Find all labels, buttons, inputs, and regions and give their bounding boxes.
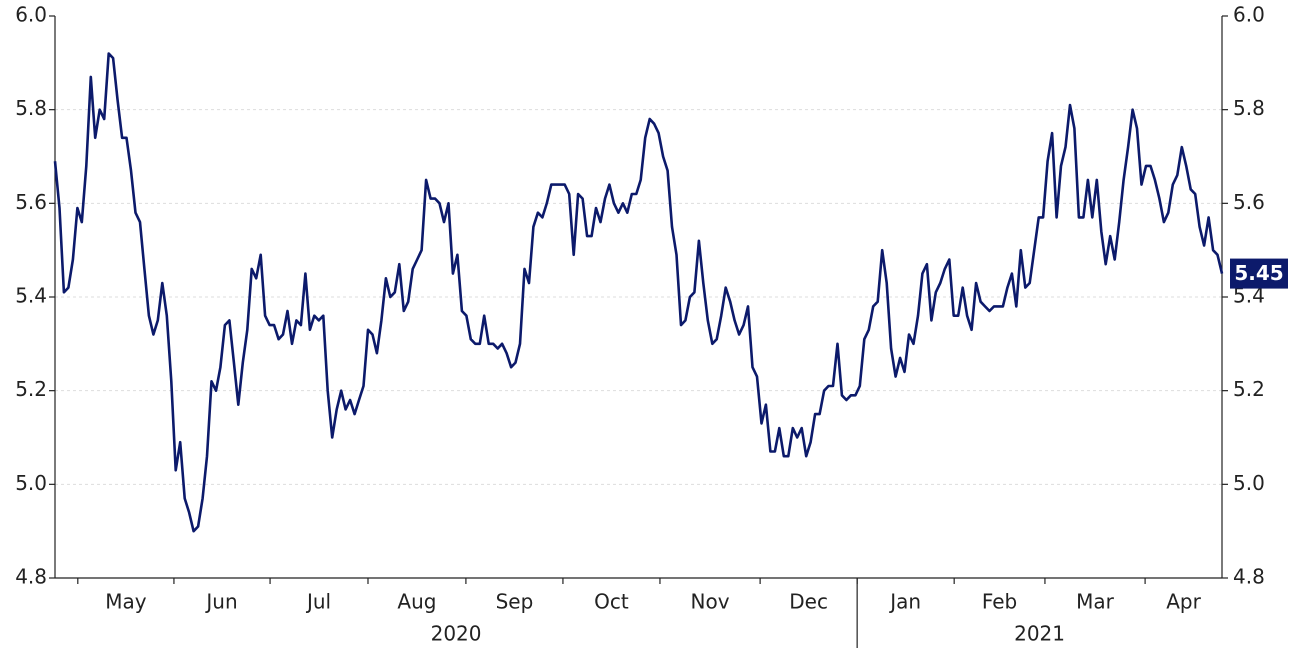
year-label: 2021 bbox=[1014, 622, 1065, 646]
y2-tick-label: 4.8 bbox=[1233, 565, 1265, 589]
y-tick-label: 5.0 bbox=[15, 471, 47, 495]
x-tick-label: Jan bbox=[888, 590, 921, 614]
year-label: 2020 bbox=[431, 622, 482, 646]
y-tick-label: 4.8 bbox=[15, 565, 47, 589]
x-tick-label: Apr bbox=[1166, 590, 1201, 614]
y-tick-label: 5.8 bbox=[15, 96, 47, 120]
y-tick-label: 5.2 bbox=[15, 377, 47, 401]
y2-tick-label: 5.6 bbox=[1233, 190, 1265, 214]
x-tick-label: Aug bbox=[397, 590, 436, 614]
x-tick-label: Nov bbox=[691, 590, 730, 614]
x-tick-label: Jun bbox=[204, 590, 237, 614]
x-tick-label: Feb bbox=[982, 590, 1017, 614]
x-tick-label: Dec bbox=[789, 590, 828, 614]
end-label: 5.45 bbox=[1234, 261, 1283, 285]
x-tick-label: Oct bbox=[594, 590, 629, 614]
end-label-box bbox=[1230, 258, 1288, 289]
y2-tick-label: 5.0 bbox=[1233, 471, 1265, 495]
data-line bbox=[53, 52, 1224, 533]
y2-tick-label: 5.2 bbox=[1233, 377, 1265, 401]
x-tick-label: May bbox=[105, 590, 147, 614]
y-tick-label: 6.0 bbox=[15, 3, 47, 27]
x-tick-label: Sep bbox=[496, 590, 534, 614]
y-tick-label: 5.6 bbox=[15, 190, 47, 214]
y-tick-label: 5.4 bbox=[15, 284, 47, 308]
x-tick-label: Jul bbox=[305, 590, 331, 614]
x-tick-label: Mar bbox=[1076, 590, 1115, 614]
y2-tick-label: 5.8 bbox=[1233, 96, 1265, 120]
y2-tick-label: 6.0 bbox=[1233, 3, 1265, 27]
